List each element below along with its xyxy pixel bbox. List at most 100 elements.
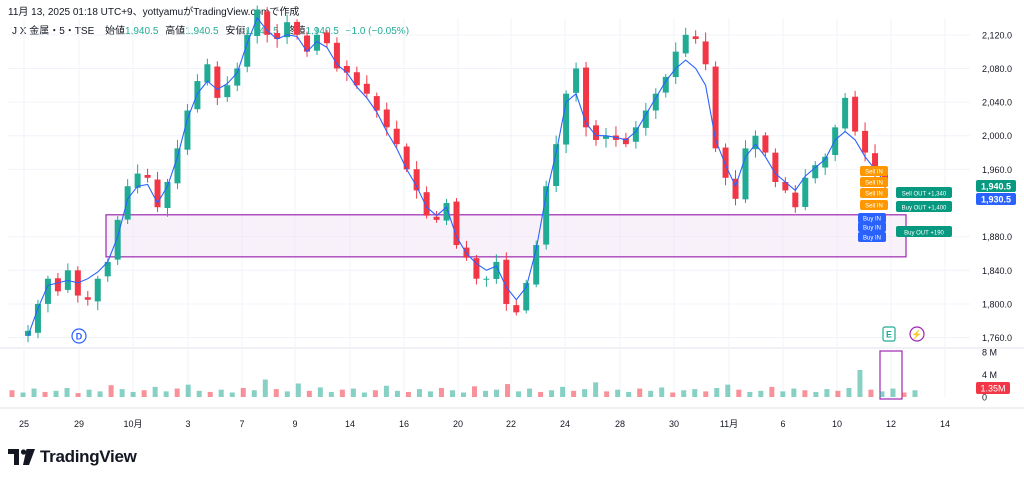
candle[interactable] — [25, 325, 31, 343]
volume-bar — [758, 390, 764, 397]
earnings-event-icon[interactable]: E — [882, 326, 896, 342]
candle[interactable] — [363, 75, 370, 98]
candle[interactable] — [373, 92, 380, 118]
candle[interactable] — [274, 23, 281, 48]
candle[interactable] — [802, 169, 809, 211]
volume-bar — [185, 384, 191, 397]
volume-bar — [152, 386, 158, 397]
candle[interactable] — [264, 7, 271, 43]
candle[interactable] — [353, 66, 360, 89]
candle[interactable] — [144, 168, 151, 183]
candle[interactable] — [762, 132, 769, 157]
candle[interactable] — [782, 177, 789, 194]
candle[interactable] — [672, 42, 679, 84]
change-value: −1.0 (−0.05%) — [345, 26, 410, 37]
candle[interactable] — [74, 266, 81, 303]
candle[interactable] — [84, 290, 91, 306]
candle[interactable] — [244, 29, 251, 73]
volume-bar — [350, 388, 356, 397]
candle[interactable] — [563, 90, 570, 154]
candle[interactable] — [852, 90, 859, 136]
candle[interactable] — [453, 198, 460, 249]
candle[interactable] — [553, 135, 560, 193]
candle[interactable] — [343, 60, 350, 82]
trade-label-sell-in[interactable]: Sell IN — [860, 177, 888, 187]
trade-label-out[interactable]: Buy OUT +1,400 — [896, 201, 952, 212]
trade-label-bg — [860, 188, 888, 198]
candle[interactable] — [154, 171, 161, 213]
candle[interactable] — [134, 164, 141, 194]
candle[interactable] — [304, 31, 311, 57]
candle[interactable] — [323, 29, 330, 49]
flash-event-icon[interactable]: ⚡ — [909, 326, 925, 342]
candle[interactable] — [64, 263, 71, 293]
candle[interactable] — [174, 139, 181, 190]
candle[interactable] — [772, 148, 779, 188]
candle[interactable] — [543, 180, 550, 250]
trade-label-out[interactable]: Sell OUT +1,340 — [896, 187, 952, 198]
candle[interactable] — [513, 300, 520, 316]
candle[interactable] — [523, 279, 530, 314]
support-zone-rect[interactable] — [105, 214, 907, 258]
dividend-event-icon[interactable]: D — [71, 328, 87, 344]
candle[interactable] — [732, 170, 739, 206]
candle[interactable] — [383, 102, 390, 136]
trade-label-sell-in[interactable]: Sell IN — [860, 166, 888, 176]
trade-label-buy-in[interactable]: Buy IN — [858, 222, 886, 232]
volume-highlight-rect[interactable] — [879, 350, 903, 400]
candle[interactable] — [124, 179, 131, 225]
candle-body — [513, 305, 520, 313]
trade-label-sell-in[interactable]: Sell IN — [860, 188, 888, 198]
price-label-bg — [976, 193, 1016, 205]
candle[interactable] — [423, 186, 430, 219]
trade-label-out[interactable]: Buy OUT +190 — [896, 226, 952, 237]
candle[interactable] — [284, 14, 291, 45]
candle[interactable] — [493, 254, 500, 284]
candle[interactable] — [682, 27, 689, 58]
last-price-label: 1,930.5 — [976, 193, 1016, 205]
candle[interactable] — [832, 124, 839, 162]
volume-bar — [9, 390, 15, 397]
symbol-name[interactable]: J X 金属・5・TSE — [12, 26, 95, 37]
candle[interactable] — [443, 198, 450, 226]
candle[interactable] — [254, 5, 261, 44]
candle[interactable] — [822, 153, 829, 175]
trade-label-buy-in[interactable]: Buy IN — [858, 232, 886, 242]
candle[interactable] — [184, 103, 191, 155]
candle[interactable] — [393, 120, 400, 148]
volume-bar — [108, 385, 114, 397]
volume-bar — [615, 389, 621, 397]
candle[interactable] — [413, 161, 420, 199]
trade-label-sell-in[interactable]: Sell IN — [860, 200, 888, 210]
candle[interactable] — [632, 121, 639, 149]
candle[interactable] — [692, 30, 699, 44]
candle[interactable] — [433, 210, 440, 223]
candle[interactable] — [473, 254, 480, 285]
candle[interactable] — [403, 143, 410, 173]
candle-body — [503, 259, 510, 304]
candle[interactable] — [742, 140, 749, 204]
candle[interactable] — [214, 61, 221, 106]
candle[interactable] — [842, 93, 849, 133]
candle[interactable] — [702, 32, 709, 71]
candle[interactable] — [224, 76, 231, 102]
candle[interactable] — [602, 127, 609, 148]
candle[interactable] — [34, 299, 41, 339]
candle[interactable] — [333, 37, 340, 72]
candle[interactable] — [862, 122, 869, 162]
candle[interactable] — [652, 88, 659, 119]
candle[interactable] — [593, 120, 600, 146]
candle[interactable] — [642, 102, 649, 136]
candle[interactable] — [54, 272, 61, 296]
tradingview-brand[interactable]: TradingView — [8, 447, 137, 467]
candle[interactable] — [44, 275, 51, 313]
candle[interactable] — [234, 62, 241, 92]
candle[interactable] — [94, 275, 101, 311]
candle[interactable] — [503, 252, 510, 311]
candle[interactable] — [483, 276, 490, 287]
candle[interactable] — [662, 74, 669, 98]
trade-label-buy-in[interactable]: Buy IN — [858, 213, 886, 223]
candle[interactable] — [812, 161, 819, 184]
candle[interactable] — [114, 216, 121, 265]
